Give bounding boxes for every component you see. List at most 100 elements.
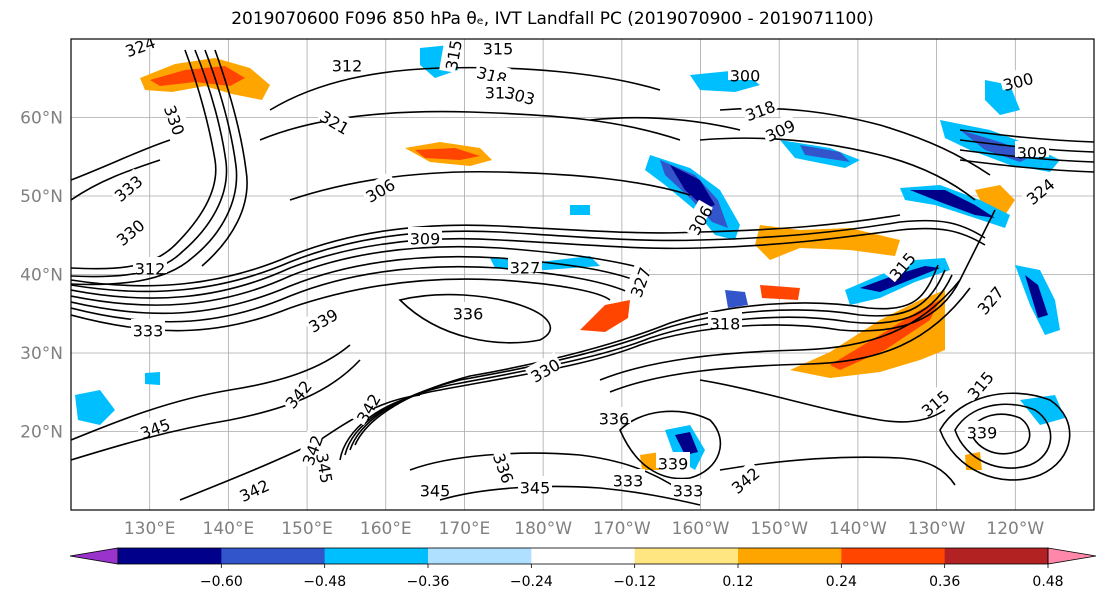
lon-tick-label: 120°W [986,519,1044,539]
contour-label-bg [1019,171,1057,206]
contour-label-bg [970,279,1005,317]
contour-label: 333 [671,479,705,501]
contour-line [959,149,1094,163]
colorbar-segment [118,548,222,564]
contour-line [71,49,228,278]
contour-label-bg [728,64,762,80]
contour-label-bg [330,54,364,70]
contour-label-text: 345 [420,482,451,501]
contour-line [201,49,248,267]
colorbar-extend-low [69,547,119,565]
contour-label-bg [408,227,442,243]
longitude-labels: 130°E 140°E 150°E 160°E 170°E 180°W 170°W 160°W… [124,519,1045,539]
colorbar-tick-label: 0.36 [929,574,960,590]
contour-label-text: 339 [967,424,998,443]
contour-label: 327 [508,256,542,278]
contour-label-bg [109,212,147,247]
navy-anomaly [675,432,698,455]
cyan-anomaly [145,372,160,385]
contour-label: 336 [451,302,485,324]
contour-label-bg [418,479,452,495]
contour-label: 312 [330,54,364,76]
contour-line [959,159,1094,173]
contour-label-bg [681,199,713,238]
contour-line [969,413,1031,455]
contour-label-text: 327 [510,259,541,278]
blue-anomaly [725,290,748,308]
contour-label-bg [302,301,341,333]
contour-label-bg [965,421,999,437]
contour-line [259,110,681,141]
contour-line [71,227,986,299]
contour-label-bg [524,351,563,383]
contour-label: 315 [481,39,515,59]
contour-line [954,403,1052,469]
theta-e-contours [71,49,1094,506]
contour-label-bg [914,383,952,418]
colorbar-segment [841,548,946,564]
contour-label-text: 333 [673,482,704,501]
contour-line [439,485,701,506]
blue-anomaly [800,145,850,162]
colorbar-tick-label: 0.24 [826,574,857,590]
contour-label-bg [493,448,521,486]
contour-line [71,278,611,332]
contour-label-bg [439,39,461,73]
lon-tick-label: 170°E [439,519,491,539]
contour-label-bg [481,39,515,53]
contour-label: 309 [1015,141,1049,163]
contour-line [71,344,351,441]
contour-label-text: 312 [135,260,166,279]
contour-line [409,452,681,491]
contour-label-text: 339 [658,455,689,474]
contour-label-bg [164,100,192,138]
contour-line [71,49,238,286]
lon-tick-label: 170°W [593,519,651,539]
contour-line [71,214,901,287]
navy-anomaly [670,165,715,208]
colorbar-tick-label: 0.48 [1032,574,1063,590]
contour-label-bg [508,256,542,272]
contour-label-bg [359,171,398,203]
contour-line [354,264,939,446]
contour-label-bg [295,430,323,468]
contour-label-text: 336 [599,410,630,429]
cyan-anomaly [985,80,1020,115]
red-anomaly [760,285,800,300]
contour-label-bg [518,476,552,492]
contour-label-bg [502,79,540,105]
contour-label-bg [107,168,145,203]
contour-label: 300 [998,65,1036,95]
contour-label: 339 [965,421,999,443]
contour-line [71,219,986,293]
lon-tick-label: 180°W [514,519,572,539]
colorbar-segment [531,548,636,564]
navy-anomaly [1025,275,1048,318]
contour-label-text: 300 [730,67,761,86]
contour-label-text: 336 [453,305,484,324]
lon-tick-label: 140°W [829,519,887,539]
contour-label-bg [349,387,381,426]
contour-line [71,265,629,323]
colorbar-frame [117,547,1049,565]
contour-label-bg [597,407,631,423]
lat-tick-label: 60°N [20,109,63,129]
contour-label-text: 312 [332,57,363,76]
contour-line [699,379,946,423]
contour-line [959,129,1094,143]
contour-label-text: 345 [520,479,551,498]
orange-anomaly [140,58,270,100]
colorbar-segment [944,548,1049,564]
lat-tick-label: 40°N [20,266,63,286]
red-anomaly [580,300,630,332]
contour-line [289,170,691,201]
contour-label-bg [278,373,313,411]
navy-anomaly [860,266,940,292]
contour-line [71,245,651,306]
contour-label-bg [317,449,339,486]
lon-tick-label: 150°W [750,519,808,539]
colorbar-tick-label: −0.60 [200,574,243,590]
contour-label-bg [998,65,1036,91]
contour-label-bg [133,257,167,273]
contour-line [719,456,956,486]
